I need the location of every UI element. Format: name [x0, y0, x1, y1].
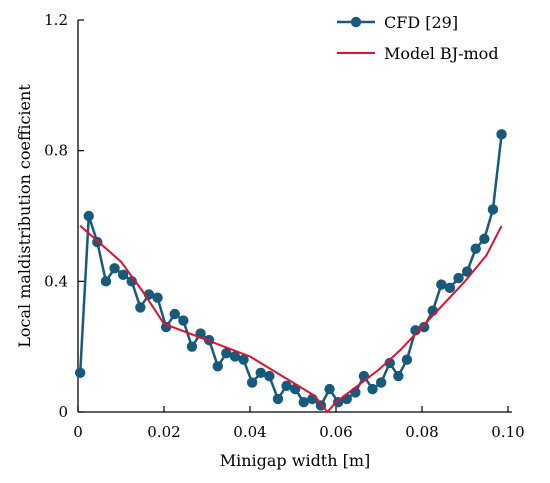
data-point	[117, 269, 129, 280]
data-point	[470, 243, 481, 254]
data-point	[281, 380, 292, 392]
legend: CFD [29] Model BJ-mod	[337, 13, 499, 63]
x-tick-label: 0.08	[405, 423, 438, 441]
data-point	[186, 341, 198, 352]
y-axis-title: Local maldistribution coefficient	[15, 84, 34, 348]
data-point	[479, 233, 490, 245]
x-tick-label: 0	[73, 423, 83, 441]
data-point	[436, 279, 447, 290]
series-line-1	[79, 225, 503, 413]
data-point	[74, 367, 86, 378]
data-point	[375, 377, 387, 388]
data-point	[212, 361, 223, 372]
x-tick-label: 0.02	[147, 423, 180, 441]
data-point	[135, 302, 146, 313]
data-point	[496, 129, 507, 140]
x-axis-title: Minigap width [m]	[220, 451, 371, 470]
series-layer	[74, 129, 507, 413]
y-tick-label: 0.8	[44, 142, 68, 160]
data-point	[444, 282, 456, 294]
data-point	[221, 348, 232, 359]
data-point	[410, 325, 421, 336]
y-tick-label: 1.2	[44, 11, 68, 29]
data-point	[418, 321, 430, 333]
x-tick-label: 0.04	[233, 423, 266, 441]
data-point	[160, 321, 172, 333]
data-point	[169, 308, 180, 320]
data-point	[453, 272, 464, 284]
legend-marker-cfd	[350, 16, 362, 28]
data-point	[358, 370, 370, 382]
data-point	[272, 393, 284, 405]
data-point	[238, 354, 249, 365]
data-point	[229, 351, 241, 362]
data-point	[178, 315, 189, 326]
data-point	[246, 377, 258, 388]
legend-label-cfd: CFD [29]	[384, 13, 458, 32]
axis-ticks: 0 0.02 0.04 0.06 0.08 0.10 0 0.4 0.8 1.2	[44, 11, 525, 441]
data-point	[100, 276, 112, 287]
legend-label-model: Model BJ-mod	[384, 44, 499, 63]
series-line-0	[78, 134, 503, 407]
data-point	[264, 370, 275, 382]
data-point	[109, 263, 120, 274]
y-tick-label: 0	[58, 403, 68, 421]
plot-axes	[77, 20, 512, 413]
data-point	[487, 204, 499, 215]
data-point	[401, 354, 413, 365]
data-point	[393, 370, 404, 382]
y-tick-label: 0.4	[44, 272, 68, 290]
x-tick-label: 0.10	[491, 423, 524, 441]
x-tick-label: 0.06	[319, 423, 352, 441]
data-point	[152, 292, 163, 303]
data-point	[255, 367, 266, 378]
data-point	[384, 357, 395, 369]
data-point	[298, 397, 309, 408]
data-point	[83, 210, 94, 222]
data-point	[324, 383, 335, 395]
data-point	[367, 383, 378, 395]
